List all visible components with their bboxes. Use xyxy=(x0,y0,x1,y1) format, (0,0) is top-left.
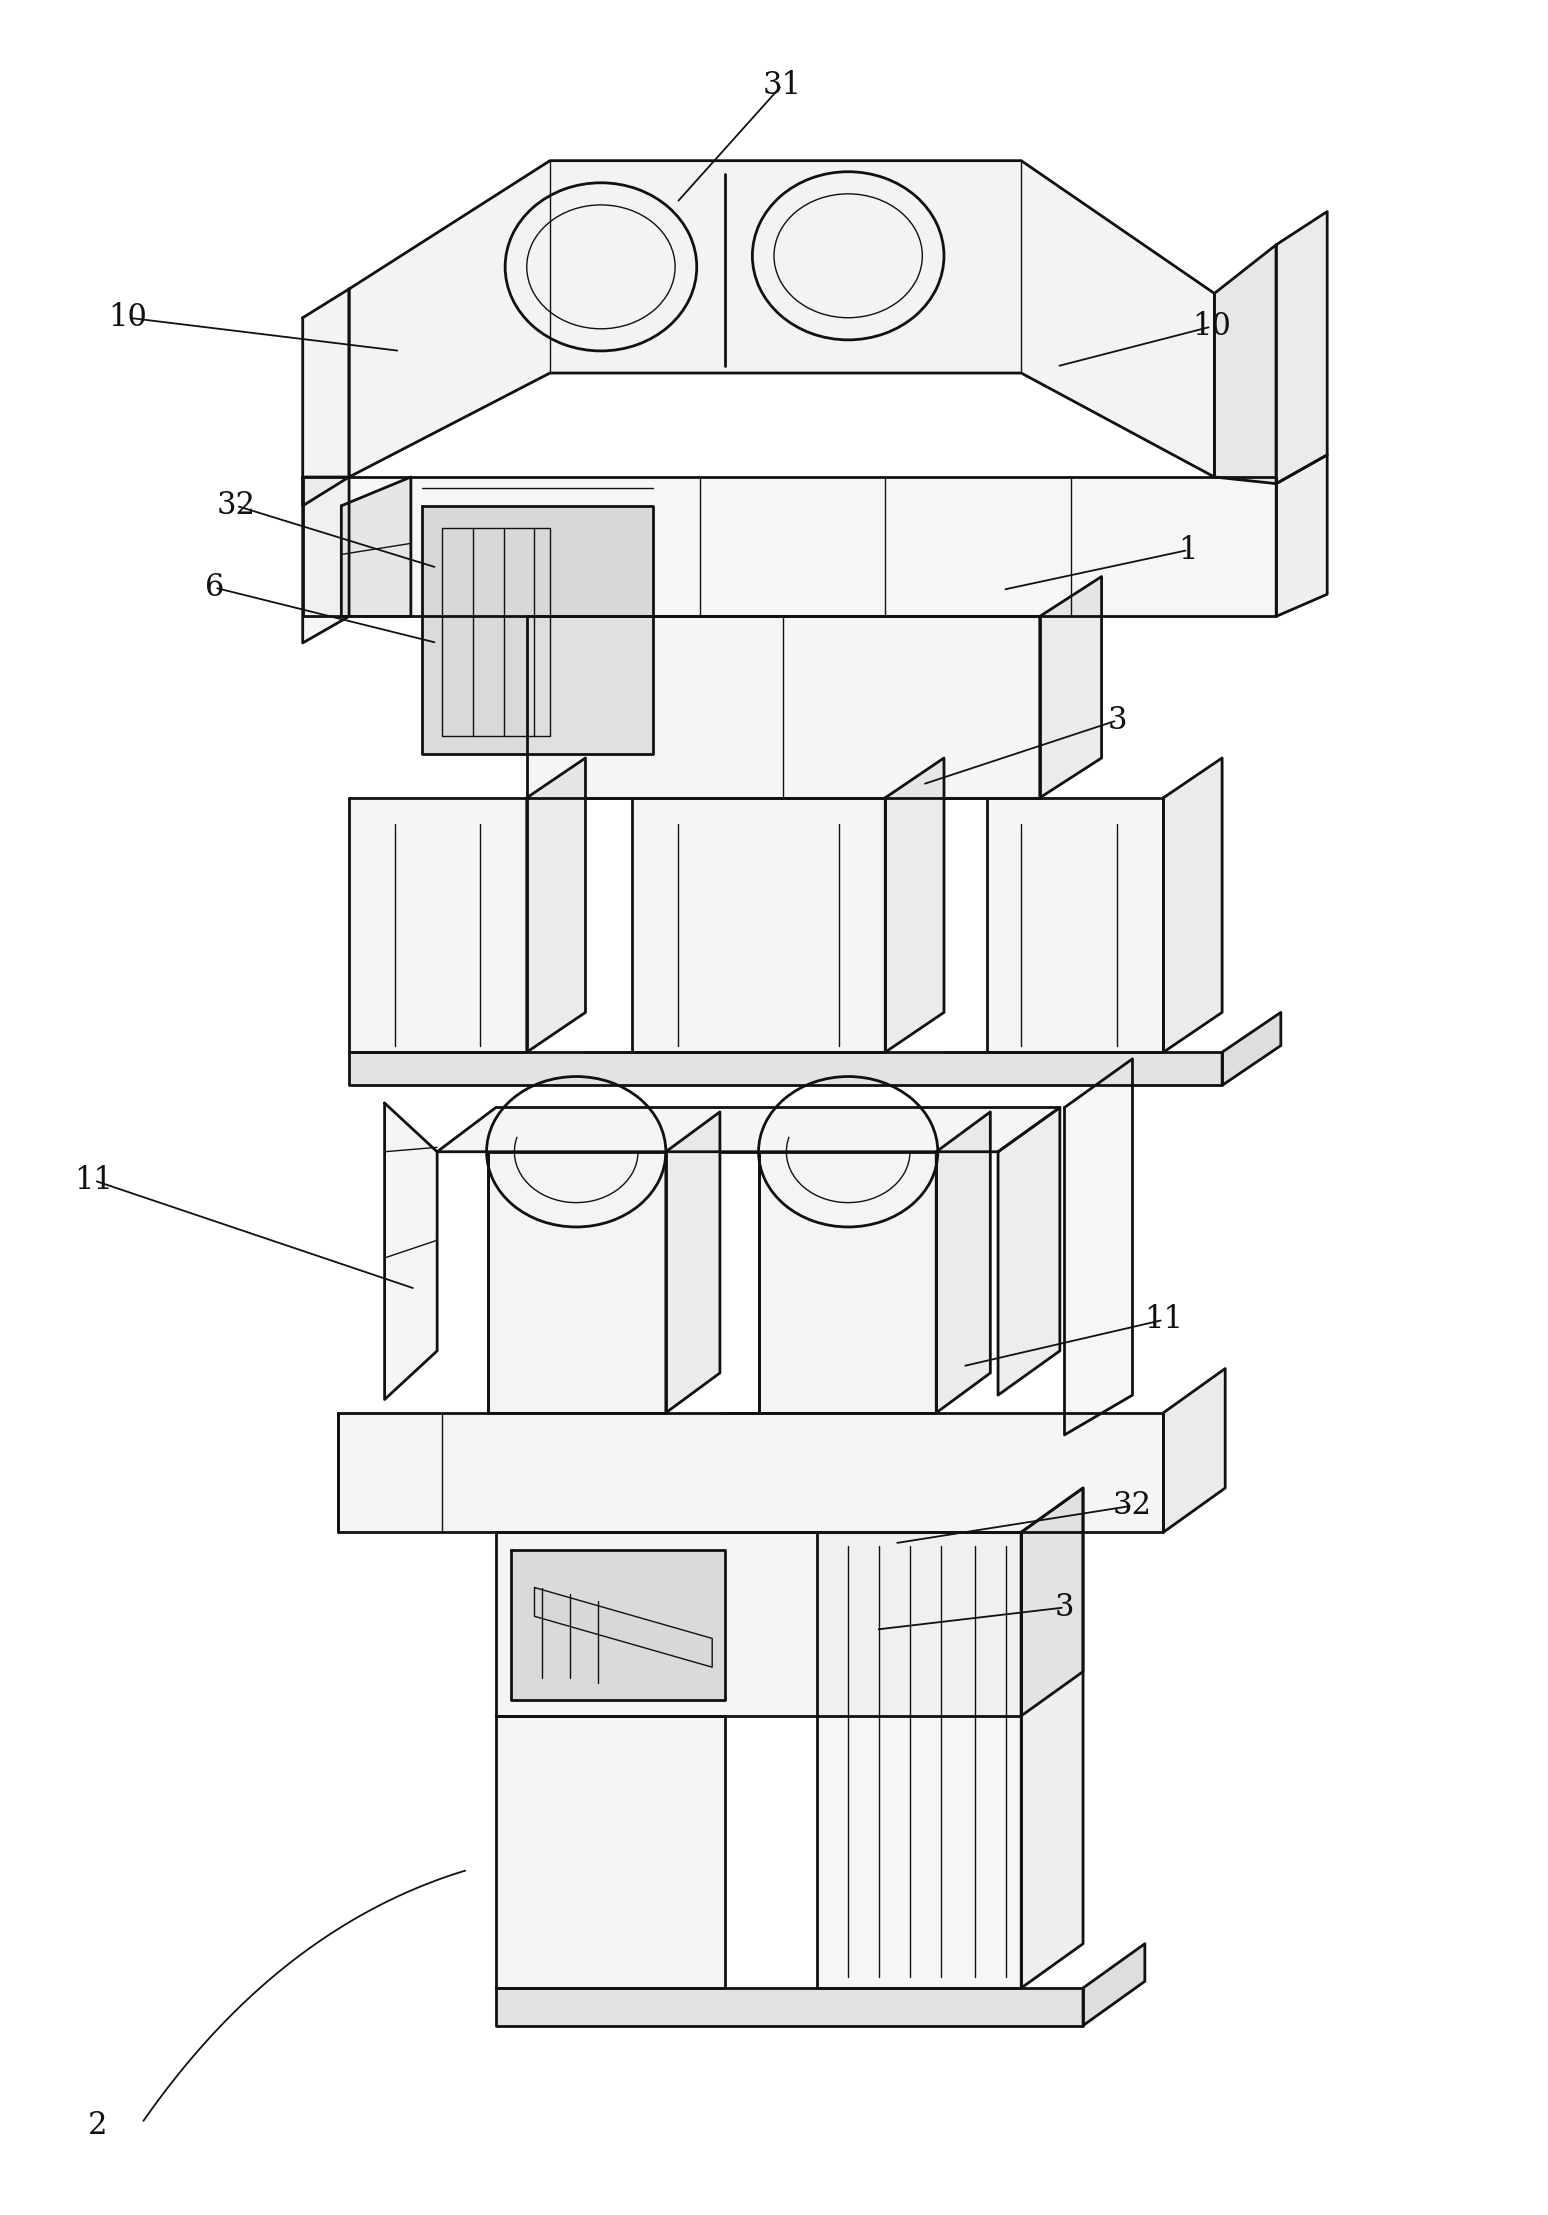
Polygon shape xyxy=(1040,576,1102,797)
Polygon shape xyxy=(534,1588,712,1668)
Polygon shape xyxy=(817,1533,1022,1989)
Polygon shape xyxy=(666,1112,720,1413)
Polygon shape xyxy=(988,797,1164,1052)
Polygon shape xyxy=(885,758,944,1052)
Polygon shape xyxy=(998,1108,1060,1395)
Polygon shape xyxy=(495,1717,724,1989)
Polygon shape xyxy=(632,797,885,1052)
Polygon shape xyxy=(339,1413,1164,1533)
Text: 1: 1 xyxy=(1178,534,1198,565)
Polygon shape xyxy=(384,1103,437,1400)
Polygon shape xyxy=(526,616,1040,797)
Polygon shape xyxy=(1022,1488,1084,1717)
Polygon shape xyxy=(511,1550,724,1701)
Polygon shape xyxy=(303,288,348,505)
Text: 10: 10 xyxy=(1192,310,1231,341)
Polygon shape xyxy=(759,1152,937,1413)
Polygon shape xyxy=(348,797,526,1052)
Text: 32: 32 xyxy=(217,490,255,521)
Polygon shape xyxy=(495,1533,1022,1717)
Polygon shape xyxy=(303,476,1276,616)
Polygon shape xyxy=(1276,213,1327,483)
Text: 11: 11 xyxy=(74,1165,113,1196)
Polygon shape xyxy=(1164,1369,1224,1533)
Polygon shape xyxy=(488,1152,666,1413)
Polygon shape xyxy=(303,476,348,642)
Text: 3: 3 xyxy=(1054,1593,1074,1624)
Text: 11: 11 xyxy=(1144,1305,1183,1336)
Polygon shape xyxy=(526,758,585,1052)
Polygon shape xyxy=(1164,758,1221,1052)
Text: 2: 2 xyxy=(87,2109,107,2140)
Polygon shape xyxy=(1022,1488,1084,1989)
Text: 3: 3 xyxy=(1107,704,1127,735)
Text: 6: 6 xyxy=(204,571,224,602)
Polygon shape xyxy=(348,162,1214,476)
Polygon shape xyxy=(348,1052,1221,1085)
Polygon shape xyxy=(1214,244,1276,483)
Text: 10: 10 xyxy=(108,301,147,332)
Polygon shape xyxy=(421,505,653,753)
Polygon shape xyxy=(937,1112,991,1413)
Polygon shape xyxy=(1221,1012,1280,1085)
Text: 32: 32 xyxy=(1113,1491,1152,1522)
Polygon shape xyxy=(1084,1945,1146,2025)
Polygon shape xyxy=(342,476,410,616)
Text: 31: 31 xyxy=(762,71,802,102)
Polygon shape xyxy=(1276,454,1327,616)
Polygon shape xyxy=(495,1989,1084,2025)
Polygon shape xyxy=(437,1108,1060,1152)
Polygon shape xyxy=(1065,1059,1133,1435)
Polygon shape xyxy=(441,527,550,735)
